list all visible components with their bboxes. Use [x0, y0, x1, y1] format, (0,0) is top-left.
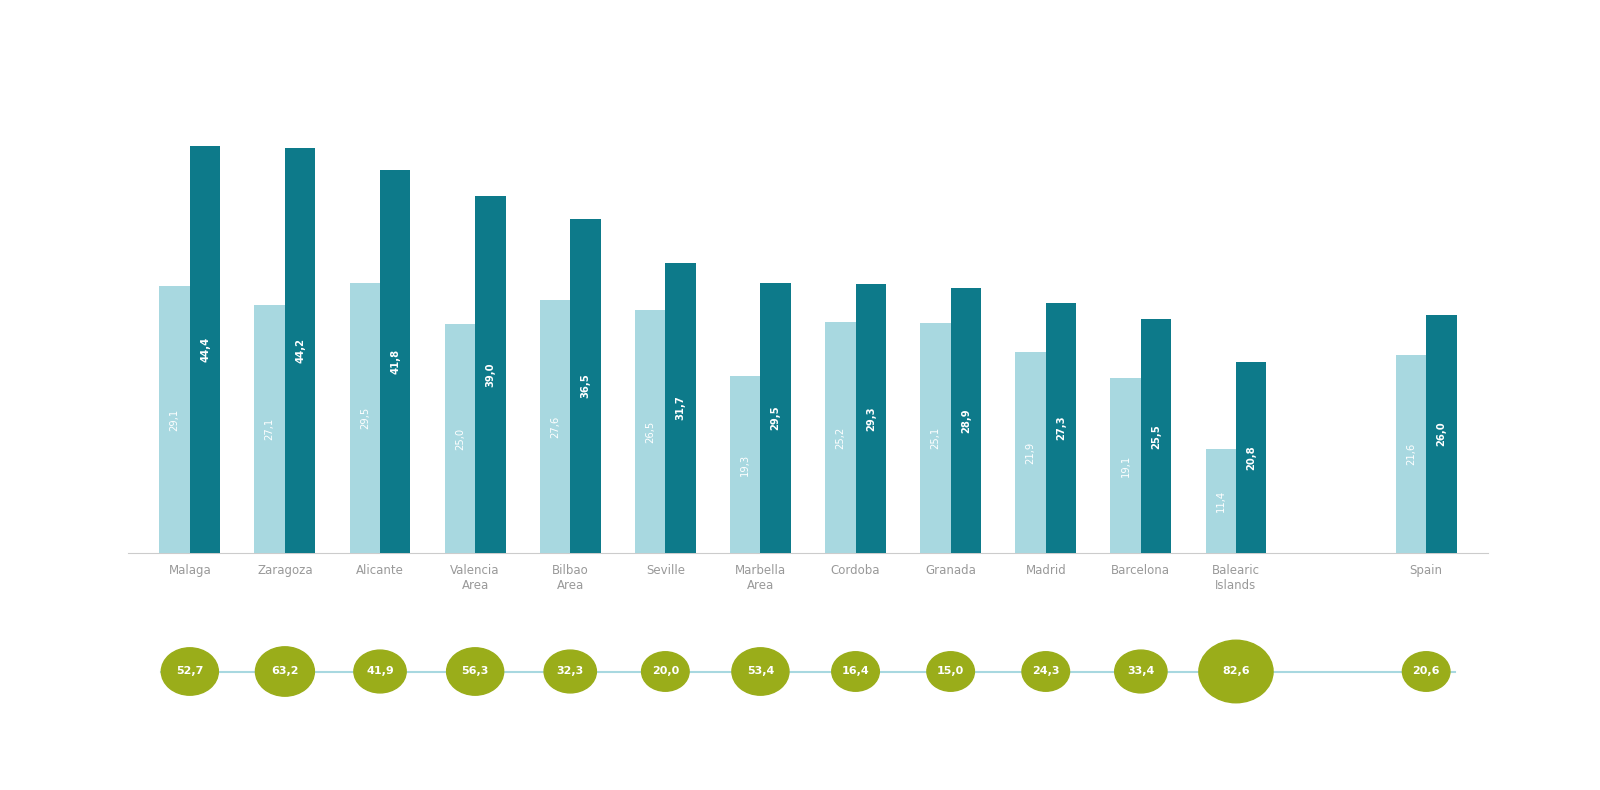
Bar — [1141, 319, 1171, 553]
Bar — [666, 262, 696, 553]
Text: 16,4: 16,4 — [842, 667, 869, 676]
Bar — [475, 196, 506, 553]
Bar — [1110, 378, 1141, 553]
Text: 41,8: 41,8 — [390, 349, 400, 374]
Text: 29,1: 29,1 — [170, 408, 179, 431]
Bar — [445, 324, 475, 553]
Text: 20,0: 20,0 — [651, 667, 678, 676]
Text: 21,9: 21,9 — [1026, 442, 1035, 464]
Text: 25,5: 25,5 — [1150, 423, 1162, 449]
Bar — [635, 310, 666, 553]
Ellipse shape — [832, 652, 880, 691]
Ellipse shape — [1022, 652, 1069, 691]
Bar — [190, 146, 221, 553]
Text: 19,1: 19,1 — [1120, 454, 1131, 476]
Bar — [760, 283, 790, 553]
Text: 27,1: 27,1 — [264, 418, 275, 440]
Ellipse shape — [354, 650, 406, 693]
Ellipse shape — [1115, 650, 1166, 693]
Text: 19,3: 19,3 — [741, 453, 750, 476]
Text: 20,8: 20,8 — [1246, 446, 1256, 470]
Bar — [539, 300, 570, 553]
Text: 52,7: 52,7 — [176, 667, 203, 676]
Ellipse shape — [446, 648, 504, 695]
Bar — [1426, 314, 1456, 553]
Text: 29,3: 29,3 — [866, 407, 875, 431]
Bar — [381, 170, 411, 553]
Text: 32,3: 32,3 — [557, 667, 584, 676]
Text: 25,1: 25,1 — [931, 427, 941, 450]
Bar — [254, 305, 285, 553]
Bar — [950, 288, 981, 553]
Text: 26,0: 26,0 — [1437, 422, 1446, 446]
Bar — [1016, 352, 1046, 553]
Text: 29,5: 29,5 — [360, 407, 370, 429]
Ellipse shape — [642, 652, 690, 691]
Text: 36,5: 36,5 — [581, 374, 590, 398]
Ellipse shape — [162, 648, 218, 695]
Text: 20,6: 20,6 — [1413, 667, 1440, 676]
Text: 29,5: 29,5 — [771, 405, 781, 430]
Text: 39,0: 39,0 — [485, 362, 496, 386]
Text: 25,2: 25,2 — [835, 427, 845, 449]
Text: 11,4: 11,4 — [1216, 490, 1226, 512]
Text: 63,2: 63,2 — [270, 667, 299, 676]
Bar — [570, 219, 600, 553]
Ellipse shape — [256, 647, 315, 696]
Bar — [920, 323, 950, 553]
Ellipse shape — [1198, 640, 1274, 703]
Bar — [160, 286, 190, 553]
Text: 53,4: 53,4 — [747, 667, 774, 676]
Ellipse shape — [1403, 652, 1450, 691]
Bar — [826, 322, 856, 553]
Text: 44,4: 44,4 — [200, 337, 210, 362]
Text: 82,6: 82,6 — [1222, 667, 1250, 676]
Text: 27,3: 27,3 — [1056, 416, 1066, 440]
Bar — [1395, 355, 1426, 553]
Bar — [285, 148, 315, 553]
Ellipse shape — [731, 648, 789, 695]
Bar — [730, 376, 760, 553]
Bar — [1235, 363, 1267, 553]
Ellipse shape — [544, 650, 597, 693]
Text: 25,0: 25,0 — [454, 427, 466, 450]
Bar — [1205, 449, 1235, 553]
Text: 28,9: 28,9 — [962, 408, 971, 433]
Bar — [1046, 303, 1077, 553]
Text: 33,4: 33,4 — [1126, 667, 1155, 676]
Bar — [349, 283, 381, 553]
Text: 24,3: 24,3 — [1032, 667, 1059, 676]
Text: 41,9: 41,9 — [366, 667, 394, 676]
Text: 31,7: 31,7 — [675, 395, 685, 420]
Text: 15,0: 15,0 — [938, 667, 965, 676]
Text: 21,6: 21,6 — [1406, 443, 1416, 465]
Text: 44,2: 44,2 — [294, 338, 306, 363]
Ellipse shape — [926, 652, 974, 691]
Text: 27,6: 27,6 — [550, 416, 560, 438]
Bar — [856, 284, 886, 553]
Text: 26,5: 26,5 — [645, 420, 654, 442]
Text: 56,3: 56,3 — [461, 667, 490, 676]
